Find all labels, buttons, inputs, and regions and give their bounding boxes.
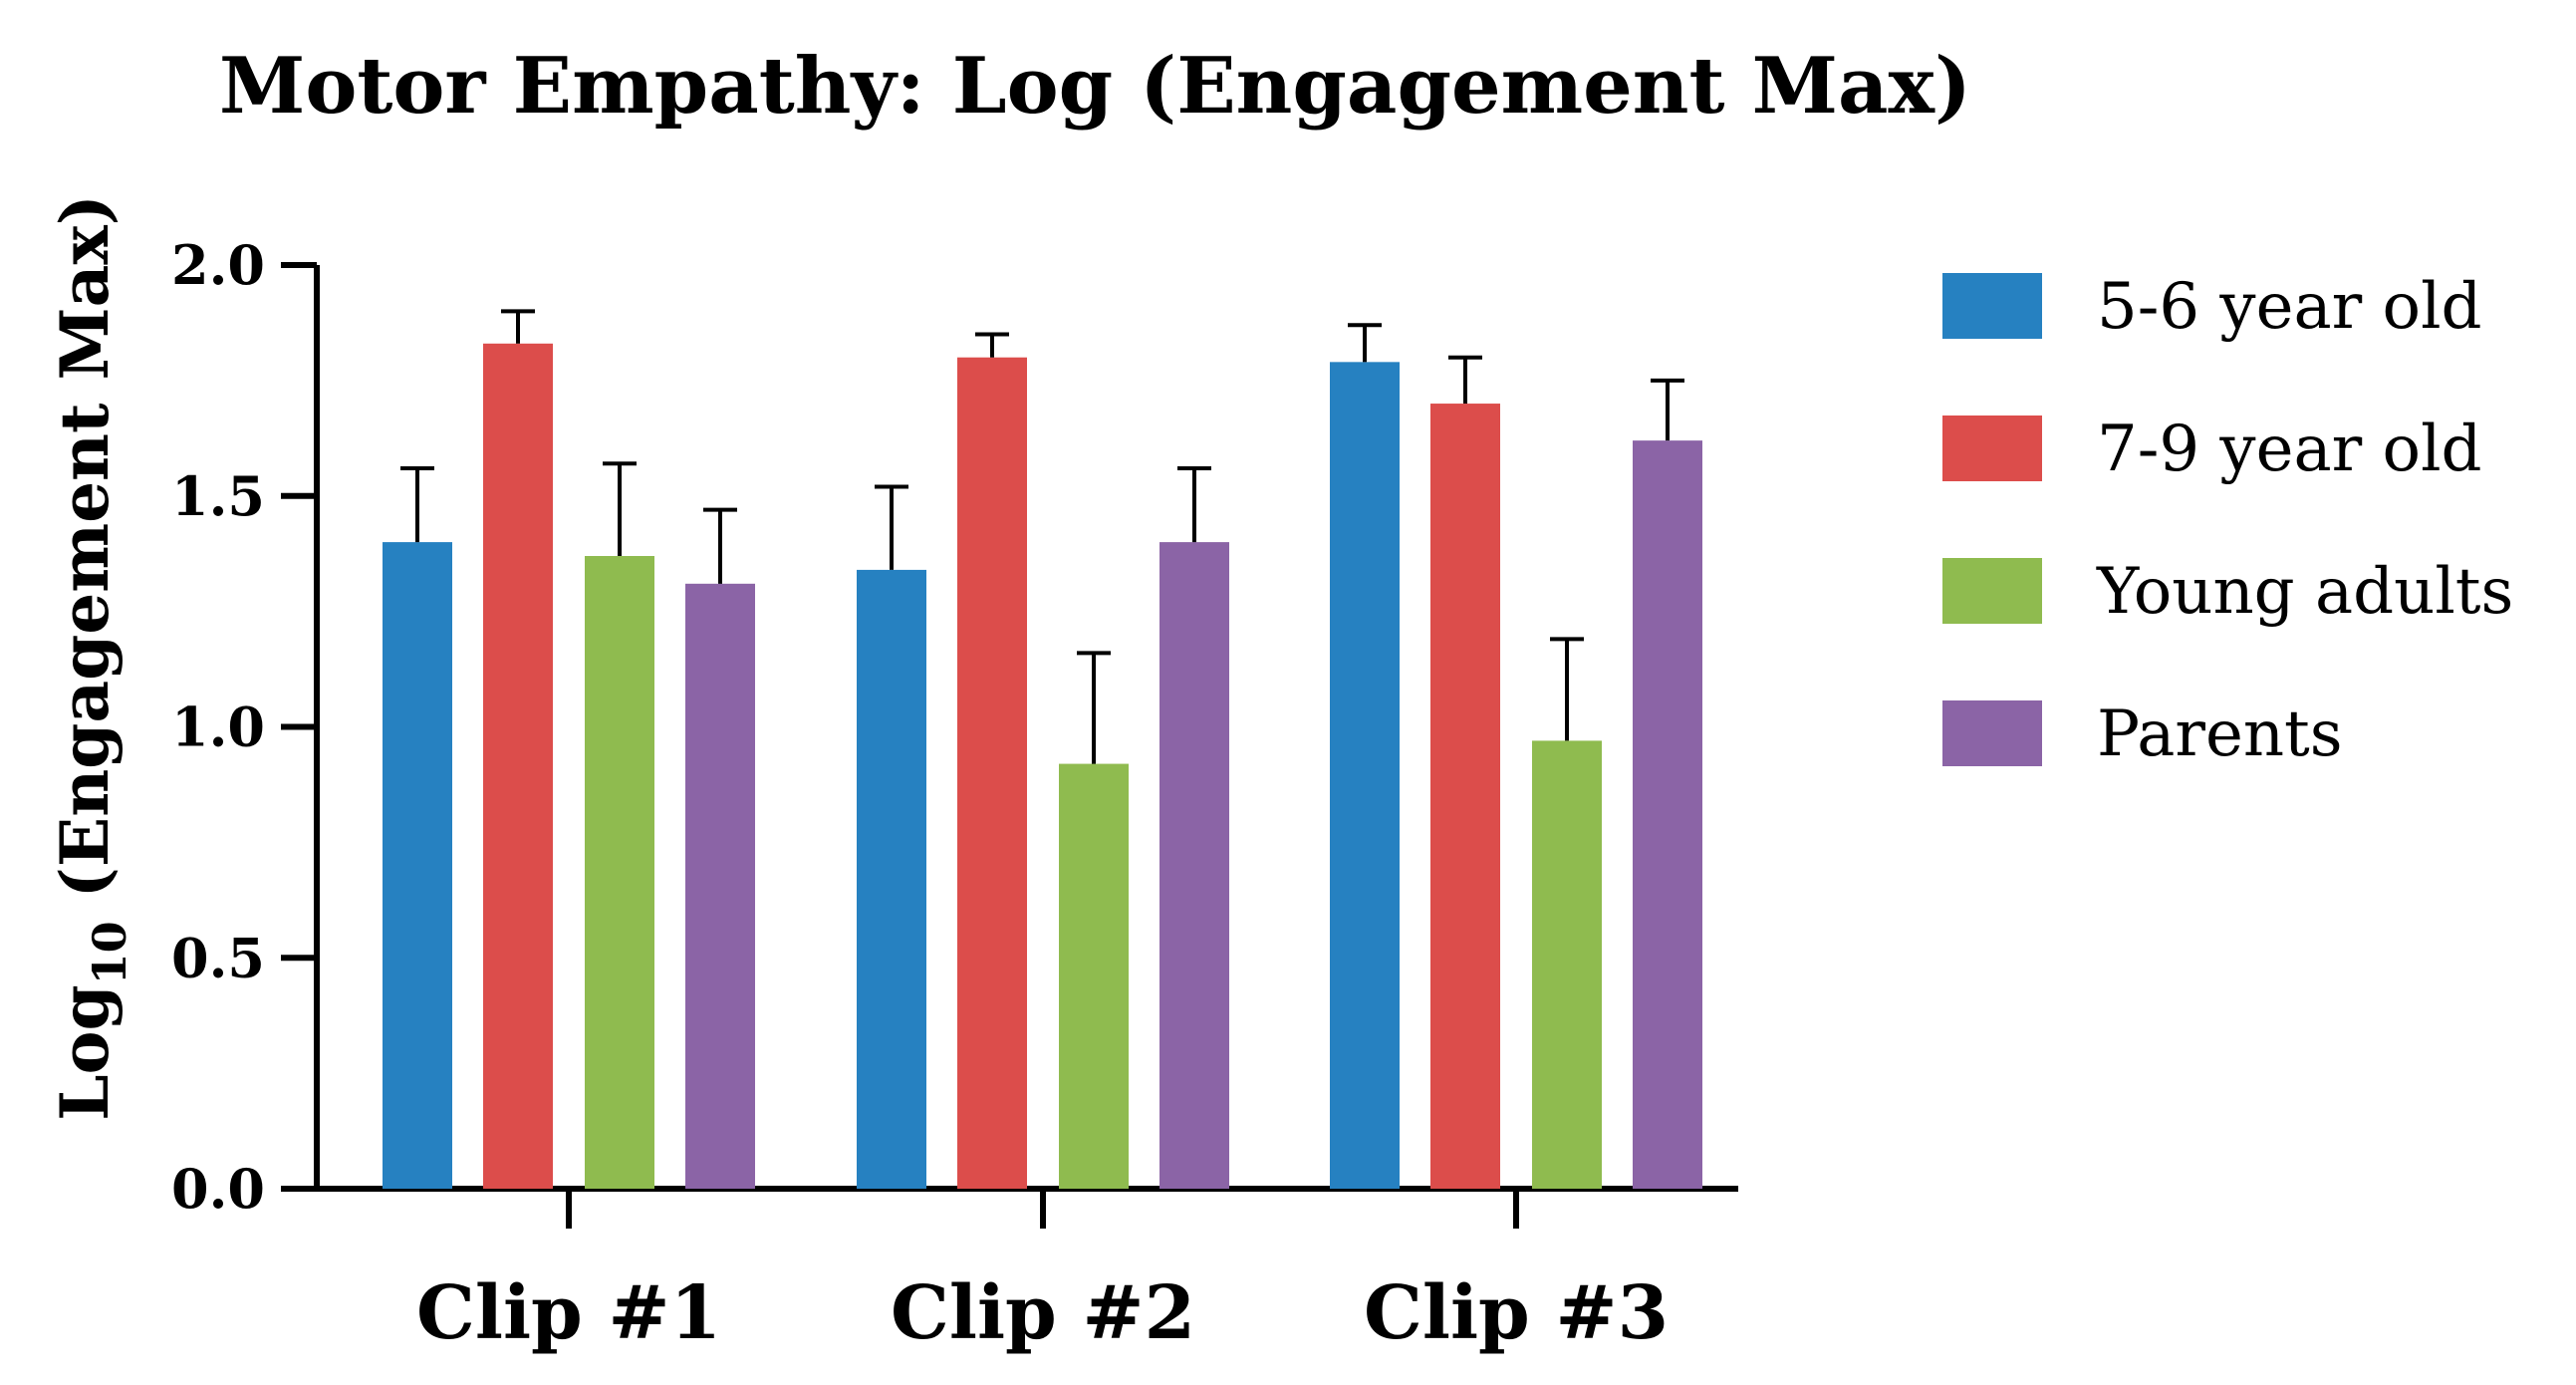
legend-swatch (1942, 558, 2042, 624)
y-tick-label: 0.0 (171, 1157, 265, 1221)
bar (1430, 404, 1500, 1189)
chart-title: Motor Empathy: Log (Engagement Max) (219, 41, 1971, 132)
y-axis-label-rest: (Engagement Max) (46, 194, 124, 921)
bar (1330, 362, 1400, 1190)
y-tick-label: 2.0 (171, 233, 265, 297)
bar (957, 357, 1027, 1189)
y-axis-label-sub: 10 (83, 921, 136, 984)
bar (585, 556, 654, 1189)
y-axis-label-main: Log (46, 984, 124, 1121)
x-tick-label: Clip #3 (1364, 1270, 1669, 1356)
bar (483, 343, 553, 1189)
bar (1532, 740, 1602, 1189)
bar (685, 583, 755, 1189)
legend-swatch (1942, 416, 2042, 481)
bar (1633, 440, 1702, 1189)
legend-label: Young adults (2096, 555, 2513, 629)
y-tick-label: 1.0 (171, 695, 265, 759)
legend-swatch (1942, 700, 2042, 766)
x-tick-label: Clip #1 (416, 1270, 721, 1356)
bar (1059, 763, 1129, 1189)
x-tick-label: Clip #2 (891, 1270, 1195, 1356)
y-axis-label: Log10 (Engagement Max) (46, 194, 136, 1121)
y-tick-label: 0.5 (171, 926, 265, 989)
legend-label: Parents (2097, 697, 2343, 771)
bar (1159, 542, 1229, 1189)
legend: 5-6 year old 7-9 year old Young adults Pare… (1942, 270, 2513, 771)
bar (857, 569, 926, 1189)
plot-area: 0.0 0.5 1.0 1.5 2.0 Clip #1 Clip #2 Clip #3 (171, 233, 1738, 1356)
legend-label: 7-9 year old (2097, 413, 2482, 486)
y-tick-label: 1.5 (171, 464, 265, 528)
bar (383, 542, 452, 1189)
legend-label: 5-6 year old (2097, 270, 2482, 344)
legend-swatch (1942, 273, 2042, 339)
